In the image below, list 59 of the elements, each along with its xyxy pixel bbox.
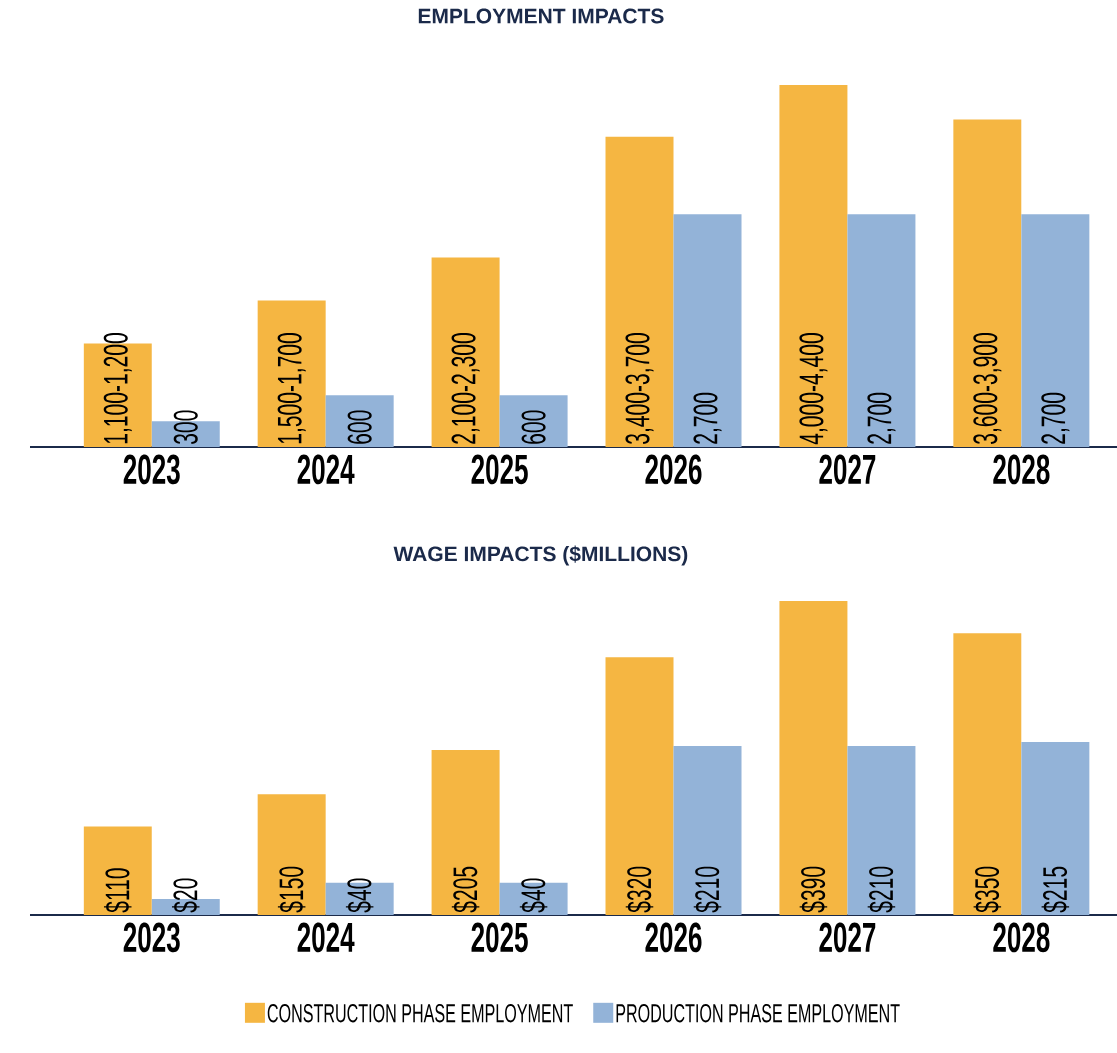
bar — [325, 395, 394, 447]
x-tick-label: 2025 — [471, 922, 528, 953]
bar — [673, 214, 742, 447]
data-label: 2,100-2,300 — [451, 333, 480, 444]
bar — [257, 794, 326, 915]
data-label: $20 — [171, 878, 200, 913]
bar — [1021, 741, 1090, 915]
data-label: $210 — [867, 866, 896, 913]
bar — [953, 119, 1022, 447]
bar — [779, 601, 848, 915]
bar — [779, 85, 848, 447]
x-tick-label: 2028 — [993, 454, 1050, 485]
bar — [847, 745, 916, 915]
legend-label: PRODUCTION PHASE EMPLOYMENT — [616, 1003, 900, 1023]
x-tick-label: 2024 — [297, 454, 355, 485]
bar — [1021, 214, 1090, 447]
data-label: $210 — [693, 866, 722, 913]
data-label: $150 — [277, 866, 306, 913]
data-label: 3,400-3,700 — [625, 333, 654, 444]
chart-title: EMPLOYMENT IMPACTS — [418, 8, 664, 24]
bar — [431, 257, 500, 447]
bar — [257, 300, 326, 447]
data-label: 1,100-1,200 — [103, 333, 132, 444]
x-tick-label: 2027 — [819, 454, 876, 485]
data-label: 2,700 — [867, 392, 896, 444]
x-tick-label: 2023 — [123, 922, 180, 953]
bar — [431, 749, 500, 915]
bar — [847, 214, 916, 447]
x-tick-label: 2026 — [645, 922, 702, 953]
bar — [83, 826, 152, 915]
data-label: $40 — [345, 878, 374, 913]
x-tick-label: 2026 — [645, 454, 702, 485]
x-tick-label: 2025 — [471, 454, 528, 485]
data-label: 4,000-4,400 — [799, 333, 828, 445]
bar — [499, 395, 568, 447]
data-label: 600 — [347, 410, 372, 444]
legend-label: CONSTRUCTION PHASE EMPLOYMENT — [267, 1003, 573, 1023]
chart-title: WAGE IMPACTS ($MILLIONS) — [393, 545, 688, 566]
x-tick-label: 2028 — [993, 922, 1050, 953]
data-label: 1,500-1,700 — [277, 333, 306, 444]
data-label: 2,700 — [693, 392, 722, 444]
data-label: 2,700 — [1041, 392, 1070, 444]
data-label: 600 — [521, 410, 546, 444]
bar — [605, 136, 674, 447]
data-label: $390 — [799, 866, 828, 913]
bar — [953, 633, 1022, 915]
data-label: $40 — [519, 878, 548, 913]
x-tick-label: 2027 — [819, 922, 876, 953]
data-label: 300 — [173, 410, 198, 444]
bar — [673, 745, 742, 915]
data-label: $110 — [103, 868, 132, 913]
bar — [605, 657, 674, 915]
data-label: $350 — [973, 866, 1002, 913]
x-tick-label: 2023 — [123, 454, 180, 485]
data-label: 3,600-3,900 — [973, 333, 1002, 444]
data-label: $215 — [1041, 866, 1070, 913]
data-label: $205 — [451, 866, 480, 913]
data-label: $320 — [625, 866, 654, 913]
x-tick-label: 2024 — [297, 922, 355, 953]
